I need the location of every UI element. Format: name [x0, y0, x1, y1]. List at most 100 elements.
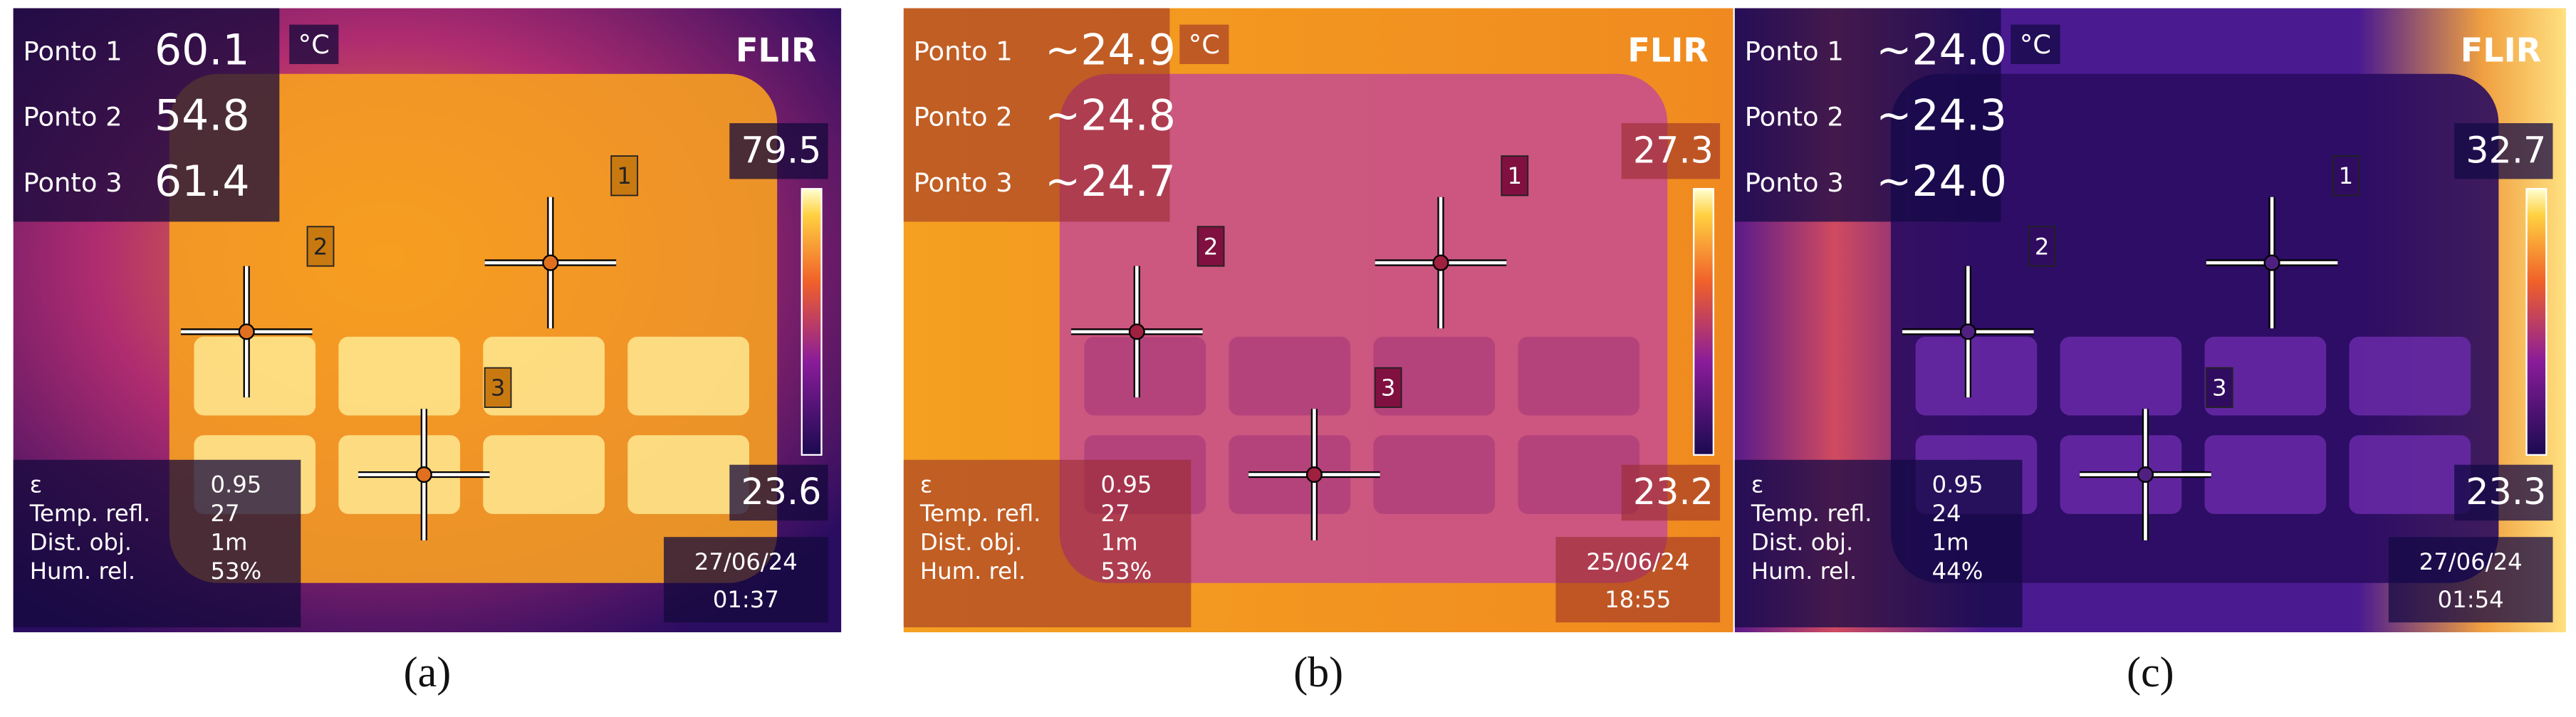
- param-label: Dist. obj.: [1751, 528, 1853, 555]
- scale-min: 23.6: [741, 471, 821, 513]
- marker-label: 1: [617, 162, 632, 189]
- scale-max-box: [729, 122, 828, 179]
- window: [2349, 435, 2471, 514]
- point-label: Ponto 2: [1745, 102, 1844, 132]
- scale-min-box: [1621, 464, 1721, 521]
- window: [483, 336, 605, 416]
- param-label: ε: [1751, 471, 1763, 498]
- param-value: 53%: [210, 558, 261, 585]
- param-value: 0.95: [210, 471, 261, 498]
- crosshair-dot: [1959, 323, 1976, 340]
- point-value: ~24.8: [1045, 91, 1176, 141]
- param-value: 27: [210, 500, 239, 527]
- params-box: [13, 459, 301, 628]
- param-value: 1m: [1101, 528, 1138, 555]
- param-value: 27: [1101, 500, 1130, 527]
- param-label: Temp. refl.: [919, 500, 1041, 527]
- points-box: [903, 8, 1170, 222]
- scale-max: 27.3: [1633, 130, 1714, 172]
- marker-box: [484, 367, 512, 408]
- point-label: Ponto 1: [914, 36, 1013, 66]
- window: [1518, 435, 1640, 514]
- point-label: Ponto 3: [914, 167, 1013, 198]
- brand: FLIR: [736, 31, 817, 69]
- params-box: [903, 459, 1191, 628]
- date: 27/06/24: [2419, 548, 2523, 575]
- marker-label: 3: [1381, 375, 1396, 402]
- building: [169, 73, 778, 583]
- point-label: Ponto 1: [1745, 36, 1844, 66]
- marker-box: [2028, 226, 2056, 267]
- thermal-panel: Ponto 1 ~24.0 Ponto 2 ~24.3 Ponto 3 ~24.0 °C FL…: [1734, 8, 2566, 696]
- point-value: ~24.3: [1876, 91, 2007, 141]
- marker-box: [2205, 367, 2233, 408]
- crosshair-dot: [1432, 254, 1449, 271]
- time: 18:55: [1605, 586, 1671, 613]
- window: [2060, 336, 2182, 416]
- caption: (c): [2127, 649, 2174, 696]
- point-value: 61.4: [155, 157, 249, 206]
- colorbar: [2525, 188, 2548, 456]
- date: 25/06/24: [1586, 548, 1689, 575]
- marker-label: 2: [1204, 233, 1219, 260]
- crosshair-dot: [2263, 254, 2280, 271]
- time: 01:37: [713, 586, 779, 613]
- window: [1084, 336, 1206, 416]
- point-label: Ponto 1: [24, 36, 122, 66]
- param-value: 0.95: [1932, 471, 1983, 498]
- window: [1915, 336, 2038, 416]
- crosshair-dot: [542, 254, 559, 271]
- marker-box: [1501, 155, 1529, 197]
- param-value: 53%: [1101, 558, 1152, 585]
- params-box: [1734, 459, 2023, 628]
- window: [1373, 336, 1496, 416]
- building: [1890, 73, 2499, 583]
- window: [338, 336, 461, 416]
- scale-max-box: [1621, 122, 1721, 179]
- window: [627, 336, 749, 416]
- window: [194, 336, 316, 416]
- param-label: Dist. obj.: [30, 528, 132, 555]
- crosshair-dot: [1305, 466, 1323, 483]
- crosshair-dot: [238, 323, 255, 340]
- unit: °C: [2020, 29, 2051, 60]
- scale-max: 79.5: [741, 130, 821, 172]
- point-label: Ponto 3: [1745, 167, 1844, 198]
- crosshair-dot: [415, 466, 432, 483]
- param-label: Temp. refl.: [1751, 500, 1872, 527]
- window: [1518, 336, 1640, 416]
- thermal-panel: Ponto 1 ~24.9 Ponto 2 ~24.8 Ponto 3 ~24.7 °C FL…: [903, 8, 1733, 696]
- point-value: ~24.7: [1045, 157, 1176, 206]
- window: [1373, 435, 1496, 514]
- point-label: Ponto 2: [914, 102, 1013, 132]
- param-label: Hum. rel.: [920, 558, 1026, 585]
- param-value: 24: [1932, 500, 1961, 527]
- param-value: 0.95: [1101, 471, 1152, 498]
- unit: °C: [1189, 29, 1220, 60]
- window: [2204, 336, 2327, 416]
- window: [483, 435, 605, 514]
- marker-box: [2332, 155, 2360, 197]
- scale-max-box: [2454, 122, 2553, 179]
- marker-label: 1: [2339, 162, 2354, 189]
- scale-min: 23.3: [2466, 471, 2546, 513]
- crosshair-dot: [1128, 323, 1145, 340]
- caption: (b): [1293, 649, 1343, 696]
- scale-min-box: [729, 464, 828, 521]
- points-box: [13, 8, 280, 222]
- date-box: [664, 537, 828, 623]
- point-label: Ponto 3: [24, 167, 122, 198]
- param-value: 1m: [210, 528, 247, 555]
- marker-label: 2: [2035, 233, 2050, 260]
- marker-box: [1374, 367, 1402, 408]
- time: 01:54: [2438, 586, 2504, 613]
- caption: (a): [404, 649, 452, 696]
- unit: °C: [298, 29, 330, 60]
- colorbar: [801, 188, 823, 456]
- point-value: 54.8: [155, 91, 249, 141]
- crosshair-dot: [2137, 466, 2154, 483]
- param-label: Dist. obj.: [920, 528, 1022, 555]
- brand: FLIR: [1627, 31, 1709, 69]
- points-box: [1734, 8, 2001, 222]
